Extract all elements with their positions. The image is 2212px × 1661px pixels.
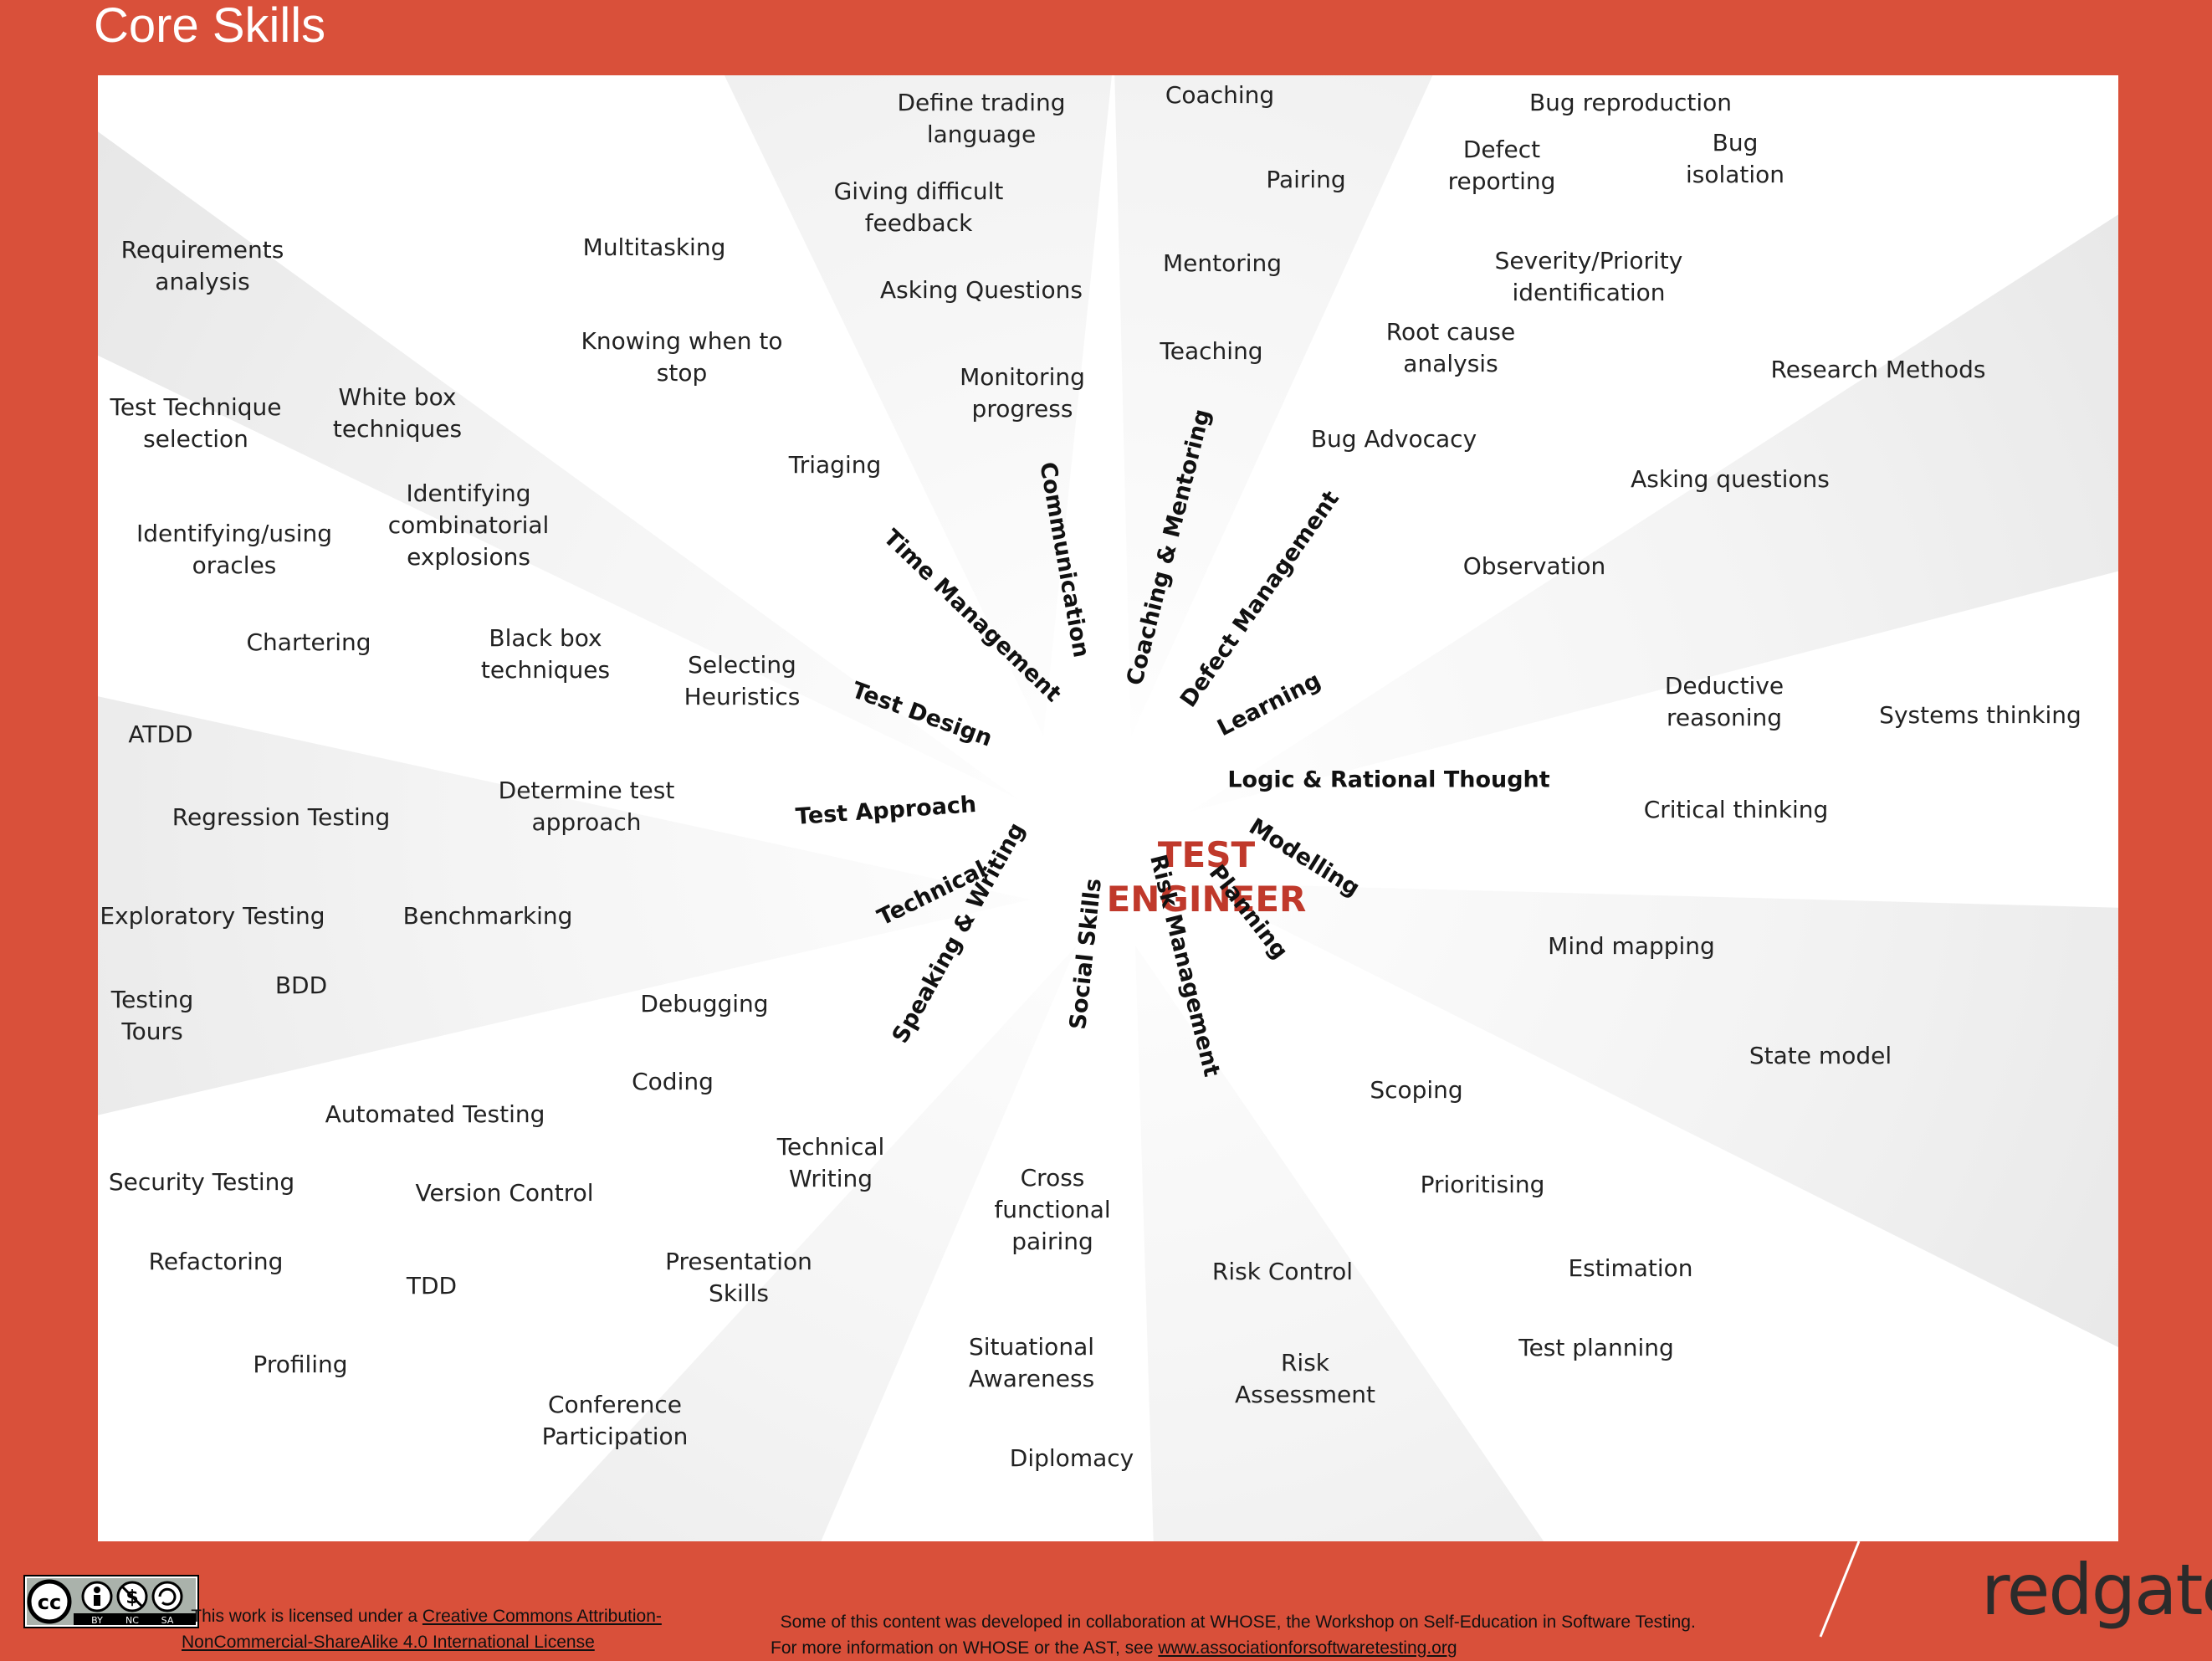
- skill-identifying-combinatorial-explosions: Identifying combinatorial explosions: [387, 479, 550, 571]
- sector-modelling: [1190, 883, 2118, 1347]
- skill-version-control: Version Control: [415, 1179, 594, 1207]
- skill-testing-tours: Testing Tours: [110, 986, 194, 1045]
- skill-research-methods: Research Methods: [1770, 356, 1986, 383]
- skill-observation: Observation: [1462, 552, 1606, 580]
- skill-knowing-when-to-stop: Knowing when to stop: [581, 327, 783, 387]
- skill-prioritising: Prioritising: [1420, 1171, 1545, 1198]
- skill-atdd: ATDD: [128, 720, 193, 748]
- cc-license-badge[interactable]: cc $ BY NC SA: [23, 1575, 199, 1628]
- license-link-line-2[interactable]: NonCommercial-ShareAlike 4.0 Internation…: [182, 1633, 595, 1652]
- skill-conference-participation: Conference Participation: [541, 1391, 689, 1450]
- ast-website-link[interactable]: www.associationforsoftwaretesting.org: [1158, 1638, 1457, 1658]
- skill-monitoring-progress: Monitoring progress: [960, 363, 1085, 423]
- skill-diplomacy: Diplomacy: [1009, 1444, 1134, 1472]
- sector-risk-management: [1135, 946, 1544, 1541]
- cc-badge-by: BY: [91, 1615, 103, 1626]
- skill-cross-functional-pairing: Cross functional pairing: [994, 1164, 1111, 1255]
- skill-estimation: Estimation: [1568, 1254, 1693, 1282]
- skill-test-planning: Test planning: [1518, 1334, 1674, 1361]
- skill-tdd: TDD: [406, 1272, 458, 1300]
- sector-coaching-mentoring: [1114, 75, 1433, 736]
- skill-pairing: Pairing: [1266, 166, 1346, 193]
- skill-triaging: Triaging: [788, 451, 882, 479]
- skill-presentation-skills: Presentation Skills: [665, 1248, 812, 1307]
- skill-mentoring: Mentoring: [1162, 249, 1283, 277]
- skill-critical-thinking: Critical thinking: [1643, 796, 1829, 823]
- sector-speaking-writing: [528, 946, 1077, 1541]
- svg-text:cc: cc: [38, 1591, 61, 1614]
- cc-badge-nc: NC: [125, 1615, 139, 1626]
- skill-risk-control: Risk Control: [1211, 1258, 1354, 1285]
- skill-requirements-analysis: Requirements analysis: [120, 236, 284, 295]
- skill-scoping: Scoping: [1370, 1076, 1463, 1104]
- page-title: Core Skills: [94, 0, 326, 53]
- skill-risk-assessment: Risk Assessment: [1235, 1349, 1375, 1408]
- license-prefix: This work is licensed under a: [191, 1607, 422, 1626]
- skill-asking-questions-comm: Asking Questions: [880, 276, 1083, 304]
- skill-coding: Coding: [632, 1068, 714, 1095]
- skill-technical-writing: Technical Writing: [776, 1133, 885, 1192]
- skill-benchmarking: Benchmarking: [402, 902, 573, 930]
- center-label: TEST ENGINEER: [1106, 833, 1307, 921]
- skill-profiling: Profiling: [253, 1351, 348, 1378]
- skill-exploratory-testing: Exploratory Testing: [100, 902, 325, 930]
- skill-defect-reporting: Defect reporting: [1447, 136, 1556, 195]
- skill-debugging: Debugging: [640, 990, 769, 1018]
- skill-define-trading-language: Define trading language: [897, 89, 1066, 148]
- cc-badge-sa: SA: [161, 1615, 174, 1626]
- whose-note-line-2-prefix: For more information on WHOSE or the AST…: [771, 1638, 1159, 1658]
- sector-background: [98, 75, 2118, 1541]
- skills-wheel-panel: TEST ENGINEER Time Management Communicat…: [98, 75, 2118, 1541]
- skill-refactoring: Refactoring: [148, 1248, 284, 1275]
- skill-situational-awareness: Situational Awareness: [968, 1333, 1095, 1392]
- skill-bug-isolation: Bug isolation: [1685, 129, 1785, 188]
- skill-systems-thinking: Systems thinking: [1879, 701, 2081, 729]
- skill-test-technique-selection: Test Technique selection: [110, 393, 282, 453]
- skill-determine-test-approach: Determine test approach: [498, 777, 675, 836]
- skill-selecting-heuristics: Selecting Heuristics: [684, 651, 801, 710]
- skill-deductive-reasoning: Deductive reasoning: [1664, 672, 1784, 731]
- skill-asking-questions-learning: Asking questions: [1631, 465, 1830, 493]
- skill-identifying-using-oracles: Identifying/using oracles: [136, 520, 333, 579]
- category-logic-rational-thought: Logic & Rational Thought: [1227, 766, 1550, 793]
- redgate-logo: redgate: [1981, 1549, 2212, 1631]
- skill-mind-mapping: Mind mapping: [1548, 932, 1715, 960]
- sector-technical: [98, 696, 1031, 1115]
- skill-giving-difficult-feedback: Giving difficult feedback: [833, 177, 1004, 237]
- skill-bug-reproduction: Bug reproduction: [1528, 89, 1733, 116]
- skill-bug-advocacy: Bug Advocacy: [1310, 425, 1477, 453]
- skill-black-box-techniques: Black box techniques: [480, 624, 611, 684]
- skill-multitasking: Multitasking: [582, 233, 726, 261]
- footer-divider: [1819, 1541, 1861, 1638]
- whose-note: Some of this content was developed in co…: [771, 1583, 1696, 1661]
- sector-learning: [1190, 214, 2118, 812]
- license-text: This work is licensed under a Creative C…: [182, 1577, 662, 1655]
- skill-chartering: Chartering: [246, 628, 371, 656]
- skill-teaching: Teaching: [1160, 337, 1263, 365]
- sector-time-management: [724, 75, 1112, 736]
- skill-coaching: Coaching: [1165, 81, 1275, 109]
- skill-automated-testing: Automated Testing: [325, 1100, 545, 1128]
- skill-bdd: BDD: [274, 971, 328, 999]
- skill-root-cause-analysis: Root cause analysis: [1385, 318, 1516, 377]
- center-label-line-1: TEST: [1157, 834, 1256, 875]
- skill-white-box-techniques: White box techniques: [332, 383, 463, 443]
- skill-state-model: State model: [1749, 1042, 1892, 1069]
- skill-severity-priority-identification: Severity/Priority identification: [1494, 247, 1683, 306]
- skill-regression-testing: Regression Testing: [172, 803, 391, 831]
- whose-note-line-1: Some of this content was developed in co…: [780, 1612, 1696, 1632]
- skill-security-testing: Security Testing: [108, 1168, 295, 1196]
- license-link-line-1[interactable]: Creative Commons Attribution-: [422, 1607, 662, 1626]
- center-label-line-2: ENGINEER: [1106, 879, 1307, 920]
